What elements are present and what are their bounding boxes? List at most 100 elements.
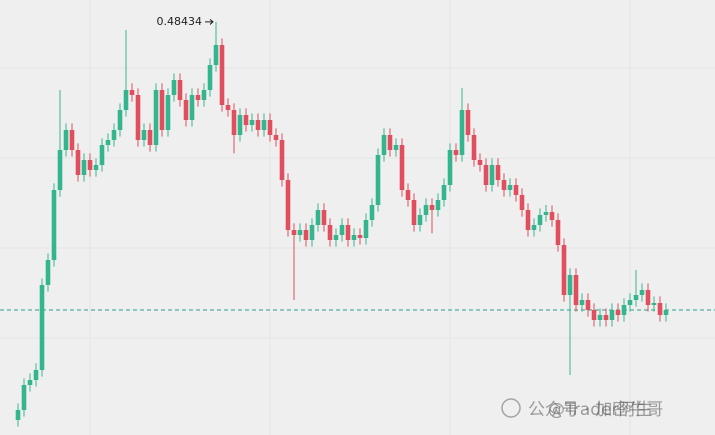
candle-body: [465, 110, 471, 135]
candle-body: [21, 385, 27, 410]
candle-body: [477, 160, 483, 165]
candle-body: [321, 210, 327, 225]
candle-body: [591, 310, 597, 320]
candle-body: [87, 160, 93, 170]
candle-body: [123, 90, 129, 110]
candle-body: [39, 285, 45, 370]
candle-body: [219, 45, 225, 105]
candle-body: [69, 130, 75, 150]
candle-body: [279, 140, 285, 180]
candle-body: [45, 260, 51, 285]
candle-body: [603, 315, 609, 320]
candle-body: [579, 300, 585, 305]
candle-body: [483, 165, 489, 185]
candle-body: [609, 310, 615, 320]
candle-body: [159, 90, 165, 130]
candle-body: [339, 225, 345, 235]
candle-body: [651, 303, 657, 305]
candle-body: [531, 225, 537, 230]
candle-body: [267, 120, 273, 135]
candle-body: [231, 110, 237, 135]
candle-body: [117, 110, 123, 130]
candle-body: [639, 290, 645, 295]
candle-body: [303, 230, 309, 240]
candle-body: [423, 205, 429, 215]
candle-body: [549, 212, 555, 220]
candle-body: [435, 200, 441, 210]
candle-body: [273, 135, 279, 140]
candle-body: [15, 410, 21, 420]
candle-body: [507, 185, 513, 190]
candle-body: [459, 110, 465, 155]
candle-body: [333, 235, 339, 240]
candle-body: [315, 210, 321, 225]
candle-body: [213, 45, 219, 65]
candle-body: [585, 300, 591, 310]
candle-body: [525, 210, 531, 230]
candle-body: [129, 90, 135, 95]
candle-body: [537, 215, 543, 225]
candle-body: [447, 150, 453, 185]
candle-body: [495, 165, 501, 180]
candle-body: [561, 245, 567, 295]
candle-body: [363, 220, 369, 238]
candle-body: [297, 230, 303, 235]
candle-body: [411, 200, 417, 225]
candle-body: [111, 130, 117, 140]
candle-body: [327, 225, 333, 240]
candle-body: [513, 185, 519, 195]
high-label: 0.48434: [157, 15, 203, 28]
candle-body: [147, 130, 153, 145]
candle-body: [351, 235, 357, 240]
watermark: 公众号 · 加密牛哥 @Trader阿生: [501, 398, 663, 420]
candle-body: [135, 95, 141, 140]
candle-body: [261, 120, 267, 130]
candle-body: [387, 135, 393, 150]
candle-body: [237, 115, 243, 135]
candle-body: [345, 225, 351, 240]
candle-body: [627, 300, 633, 305]
candle-body: [63, 130, 69, 150]
candle-body: [645, 290, 651, 305]
candle-body: [243, 115, 249, 125]
candle-body: [621, 305, 627, 315]
candle-body: [573, 275, 579, 305]
high-arrow: [205, 19, 214, 25]
candle-body: [429, 205, 435, 210]
candle-body: [393, 145, 399, 150]
candle-body: [33, 370, 39, 380]
candle-body: [177, 80, 183, 100]
candle-body: [51, 190, 57, 260]
candle-body: [543, 212, 549, 215]
candle-body: [597, 315, 603, 320]
candle-body: [171, 80, 177, 95]
candle-body: [153, 90, 159, 145]
candle-body: [249, 120, 255, 125]
candle-body: [165, 95, 171, 130]
candle-body: [27, 380, 33, 385]
candle-body: [207, 65, 213, 90]
candle-body: [99, 145, 105, 165]
candle-body: [357, 235, 363, 238]
candle-body: [195, 95, 201, 100]
candle-body: [471, 135, 477, 160]
candle-body: [225, 105, 231, 110]
candle-body: [285, 180, 291, 230]
candle-body: [663, 310, 669, 315]
candle-body: [399, 145, 405, 190]
candle-body: [519, 195, 525, 210]
candle-body: [405, 190, 411, 200]
watermark-text: @Trader阿生: [548, 400, 653, 420]
candle-body: [441, 185, 447, 200]
candle-body: [453, 150, 459, 155]
candle-body: [633, 295, 639, 300]
watermark-text: 公众号 · 加密牛哥: [528, 400, 663, 420]
candle-body: [567, 275, 573, 295]
candle-body: [183, 100, 189, 120]
candle-body: [189, 95, 195, 120]
candle-body: [75, 150, 81, 175]
candle-body: [255, 120, 261, 130]
candle-body: [81, 160, 87, 175]
